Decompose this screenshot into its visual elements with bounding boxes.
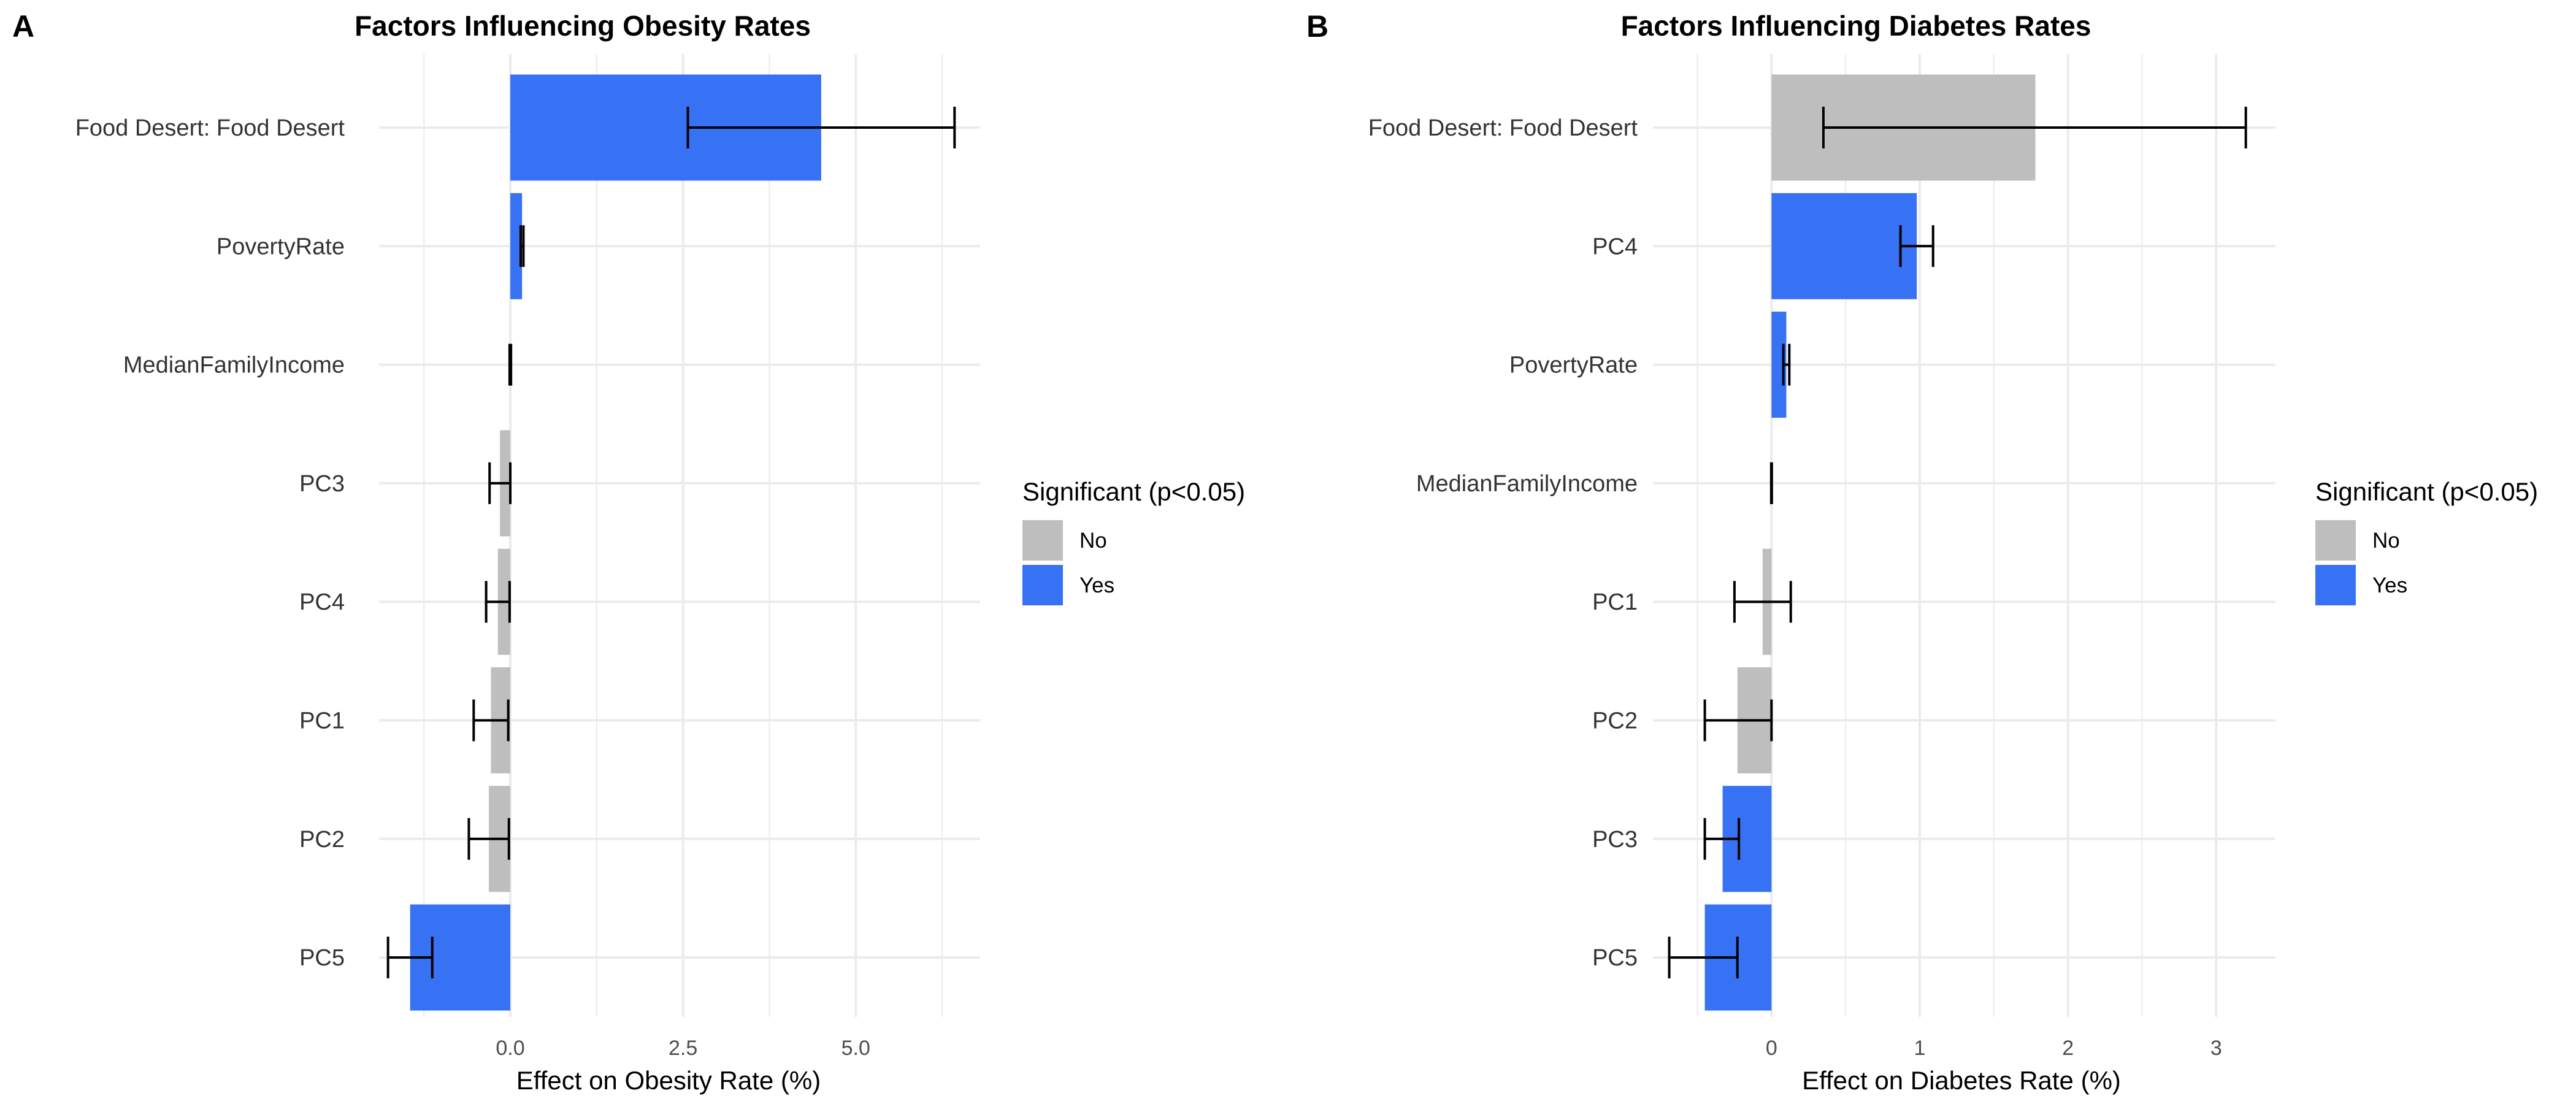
panel-a-category-label: MedianFamilyIncome: [123, 353, 345, 378]
panel-a-x-axis-title: Effect on Obesity Rate (%): [516, 1066, 821, 1095]
panel-b-legend-swatch-yes: [2315, 565, 2356, 605]
panel-a-x-tick-label: 2.5: [669, 1037, 697, 1060]
panel-b-category-label: PC3: [1592, 827, 1638, 853]
panel-a-legend: Significant (p<0.05) No Yes: [1022, 477, 1245, 605]
panel-b-category-labels: Food Desert: Food Desert PC4 PovertyRate Me…: [1368, 115, 1638, 971]
panel-a-x-tick-label: 5.0: [841, 1037, 870, 1060]
panel-b-legend-label-no: No: [2372, 529, 2400, 553]
panel-b-legend-title: Significant (p<0.05): [2315, 477, 2538, 506]
panel-a-category-label: Food Desert: Food Desert: [75, 115, 345, 141]
panel-a-legend-swatch-no: [1022, 520, 1063, 561]
panel-a-category-label: PC3: [299, 471, 345, 497]
panel-b-category-label: Food Desert: Food Desert: [1368, 115, 1638, 141]
panel-a: A Factors Influencing Obesity Rates Food…: [12, 9, 980, 1095]
panel-b: B Factors Influencing Diabetes Rates Foo…: [1306, 9, 2275, 1095]
panel-a-legend-label-yes: Yes: [1079, 573, 1114, 597]
panel-a-tick-labels: 0.0 2.5 5.0: [496, 1037, 870, 1060]
panel-b-legend-swatch-no: [2315, 520, 2356, 561]
panel-b-category-label: PC1: [1592, 589, 1638, 615]
panel-a-category-label: PC2: [299, 827, 345, 853]
panel-a-category-label: PC5: [299, 945, 345, 971]
panel-b-category-label: MedianFamilyIncome: [1416, 471, 1638, 497]
panel-a-bar: [510, 193, 523, 299]
panel-b-category-label: PC4: [1592, 234, 1638, 259]
panel-a-category-labels: Food Desert: Food Desert PovertyRate Media…: [75, 115, 345, 971]
panel-a-letter: A: [12, 9, 34, 44]
panel-a-errorbars: [386, 107, 956, 979]
panel-b-title: Factors Influencing Diabetes Rates: [1621, 10, 2091, 42]
panel-a-legend-label-no: No: [1079, 529, 1107, 553]
panel-b-legend-label-yes: Yes: [2372, 573, 2407, 597]
panel-a-legend-title: Significant (p<0.05): [1022, 477, 1245, 506]
panel-b-category-label: PovertyRate: [1509, 353, 1638, 378]
panel-b-legend: Significant (p<0.05) No Yes: [2315, 477, 2538, 605]
panel-a-category-label: PC4: [299, 589, 345, 615]
panel-a-category-label: PovertyRate: [217, 234, 345, 259]
panel-a-category-label: PC1: [299, 708, 345, 734]
panel-b-x-axis-title: Effect on Diabetes Rate (%): [1802, 1066, 2121, 1095]
panel-b-category-label: PC5: [1592, 945, 1638, 971]
panel-a-x-tick-label: 0.0: [496, 1037, 524, 1060]
panel-b-bar: [1771, 193, 1917, 299]
panel-b-x-tick-label: 3: [2210, 1037, 2222, 1060]
panel-b-category-label: PC2: [1592, 708, 1638, 734]
panel-b-errorbars: [1668, 107, 2247, 979]
panel-b-letter: B: [1306, 9, 1328, 44]
panel-a-title: Factors Influencing Obesity Rates: [355, 10, 811, 42]
panel-b-tick-labels: 0 1 2 3: [1766, 1037, 2222, 1060]
panel-b-x-tick-label: 2: [2062, 1037, 2074, 1060]
panel-b-x-tick-label: 1: [1914, 1037, 1926, 1060]
panel-b-x-tick-label: 0: [1766, 1037, 1777, 1060]
panel-a-legend-swatch-yes: [1022, 565, 1063, 605]
